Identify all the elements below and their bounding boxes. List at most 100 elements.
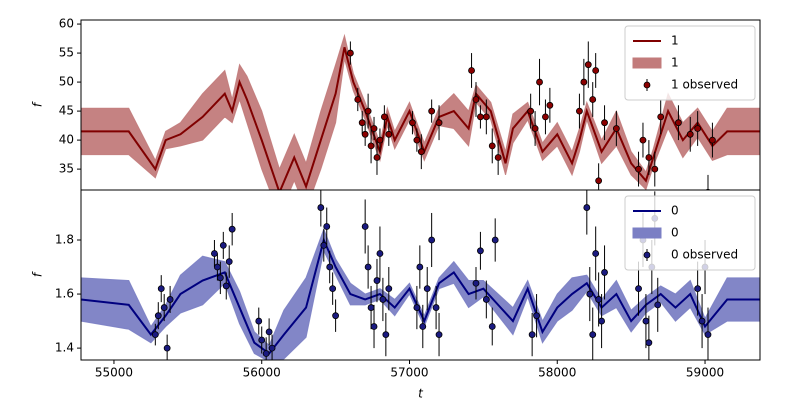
observed-point [494,154,502,161]
observed-point [385,130,393,138]
observed-point [323,223,331,230]
observed-point [413,304,421,311]
observed-point [675,119,682,127]
y-axis-label: f [31,271,45,277]
legend-box [624,25,756,101]
x-tick-label: 55000 [95,366,133,380]
observed-point [329,285,337,293]
legend-label: 1 observed [671,78,738,92]
legend-label: 0 [671,204,679,218]
observed-point [385,285,393,293]
legend-swatch [632,227,662,239]
y-axis-label: f [31,101,45,107]
observed-point [157,285,165,293]
legend-label: 0 [671,226,679,240]
observed-point [482,113,490,121]
confidence-band [81,33,760,190]
observed-point [428,236,436,244]
observed-point [533,312,540,320]
observed-point [698,317,706,325]
observed-point [598,317,605,325]
observed-point [373,277,381,284]
legend-label: 1 [671,34,679,48]
observed-point [651,165,659,173]
observed-point [639,136,647,144]
x-tick-label: 56000 [243,366,281,380]
observed-point [160,304,168,311]
observed-point [428,107,436,115]
observed-point [361,223,369,230]
legend-swatch [643,251,651,259]
observed-point [419,323,427,330]
legend: 0 0 0 observed [624,195,756,271]
observed-point [491,236,499,244]
observed-point [642,317,650,325]
observed-point [211,250,218,257]
observed-point [589,96,597,103]
x-axis-label: t [418,387,424,401]
observed-point [472,279,480,287]
observed-point [370,125,378,132]
observed-point [326,263,334,271]
y-tick-label: 55 [59,46,74,60]
observed-point [435,331,443,338]
axes-frame [80,189,761,361]
observed-point [262,350,270,357]
observed-point [595,177,603,185]
observed-point [612,125,620,132]
observed-point [635,165,642,173]
observed-point [592,67,600,74]
observed-point [151,331,159,338]
observed-point [704,331,712,338]
observed-point [417,148,425,156]
observed-point [258,336,266,344]
observed-point [364,263,372,271]
observed-point [320,242,328,249]
y-tick-label: 40 [59,133,74,147]
observed-point [376,136,384,144]
observed-point [361,130,369,138]
legend-label: 0 observed [671,248,738,262]
observed-point [432,304,440,311]
observed-point [482,296,490,303]
observed-point [166,296,174,303]
y-tick-label: 35 [59,162,74,176]
observed-point [645,154,653,161]
observed-point [635,285,642,293]
observed-point [163,344,171,352]
x-tick-label: 58000 [538,366,576,380]
observed-point [222,282,230,290]
observed-point [317,204,325,211]
observed-point [654,301,662,309]
observed-point [354,96,362,103]
observed-point [586,290,594,298]
observed-point [477,113,484,121]
observed-point [382,331,390,338]
observed-point [531,125,539,132]
y-tick-label: 1.6 [55,287,74,301]
observed-point [472,96,480,103]
observed-point [409,119,416,127]
observed-point [589,331,597,338]
observed-point [694,125,702,132]
observed-point [373,154,381,161]
observed-point [488,142,496,150]
mean-line [81,47,760,190]
observed-point [542,113,549,121]
observed-point [536,78,543,86]
observed-point [370,323,378,330]
observed-point [367,142,375,150]
observed-point [268,344,276,352]
observed-point [488,323,496,330]
legend: 1 1 1 observed [624,25,756,101]
observed-point [595,296,603,303]
observed-point [580,78,588,86]
observed-point [416,263,424,271]
observed-point [583,204,591,211]
y-tick-label: 1.4 [55,341,74,355]
observed-point [645,339,653,347]
y-tick-label: 60 [59,17,74,31]
observed-point [380,113,388,121]
